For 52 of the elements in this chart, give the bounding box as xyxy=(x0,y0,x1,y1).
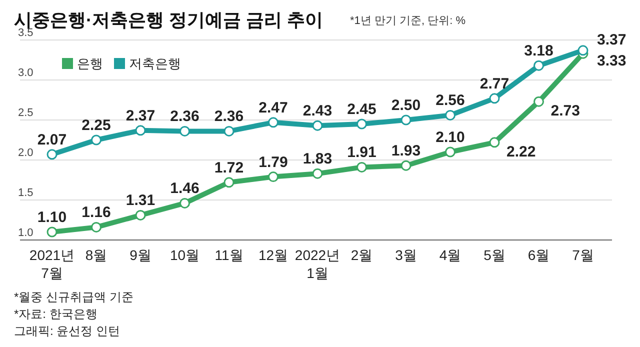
y-tick-label: 2.0 xyxy=(18,147,34,159)
data-label: 3.33 xyxy=(597,52,626,70)
data-label: 2.47 xyxy=(258,99,288,116)
data-label: 1.79 xyxy=(258,154,288,171)
data-label: 2.10 xyxy=(436,129,465,146)
legend-label: 저축은행 xyxy=(129,56,181,71)
chart-title: 시중은행·저축은행 정기예금 금리 추이 xyxy=(14,10,323,30)
x-tick-label: 9월 xyxy=(130,247,152,263)
x-tick-label: 2022년 1월 xyxy=(294,247,340,281)
text: *자료: 한국은행 xyxy=(14,307,98,321)
y-tick-label: 2.5 xyxy=(18,107,34,119)
data-label: 3.37 xyxy=(597,31,626,48)
data-label: 2.25 xyxy=(82,117,111,134)
x-tick-label: 11월 xyxy=(214,247,244,263)
y-tick-label: 3.5 xyxy=(18,27,34,39)
text: *월중 신규취급액 기준 xyxy=(14,290,134,304)
x-tick-label: 4월 xyxy=(439,247,462,263)
data-label: 2.43 xyxy=(302,102,332,120)
data-label: 1.93 xyxy=(391,142,421,160)
data-label: 2.73 xyxy=(550,102,580,120)
x-tick-label: 8월 xyxy=(85,247,108,263)
x-tick-label: 3월 xyxy=(395,247,417,263)
x-tick-label: 5월 xyxy=(484,247,506,263)
data-label: 2.22 xyxy=(506,143,536,160)
x-tick-label: 7월 xyxy=(572,247,594,263)
legend-label: 은행 xyxy=(77,56,103,71)
data-label: 2.56 xyxy=(436,92,465,110)
data-label: 2.37 xyxy=(126,107,156,124)
data-label: 1.16 xyxy=(82,204,111,222)
data-label: 2.07 xyxy=(37,131,67,148)
data-label: 1.83 xyxy=(302,150,332,168)
x-tick-label: 2021년 7월 xyxy=(29,247,75,281)
data-label: 1.46 xyxy=(170,180,200,198)
data-label: 2.77 xyxy=(480,75,510,92)
data-label: 1.72 xyxy=(214,159,244,176)
data-label: 3.18 xyxy=(524,42,554,60)
text: 그래픽: 윤선정 인턴 xyxy=(14,324,120,338)
data-label: 2.45 xyxy=(347,101,376,118)
x-tick-label: 6월 xyxy=(528,247,550,263)
data-label: 1.10 xyxy=(37,209,67,226)
y-tick-label: 1.5 xyxy=(18,187,34,199)
x-tick-label: 10월 xyxy=(170,247,200,263)
x-tick-label: 2월 xyxy=(350,247,373,263)
y-tick-label: 1.0 xyxy=(18,227,34,239)
data-label: 2.50 xyxy=(391,97,421,114)
y-tick-label: 3.0 xyxy=(18,67,34,79)
chart-subtitle: *1년 만기 기준, 단위: % xyxy=(350,15,466,27)
data-label: 2.36 xyxy=(170,108,200,126)
x-tick-label: 12월 xyxy=(258,247,288,263)
data-label: 1.31 xyxy=(126,192,156,210)
data-label: 2.36 xyxy=(214,108,244,126)
data-label: 1.91 xyxy=(347,144,376,162)
